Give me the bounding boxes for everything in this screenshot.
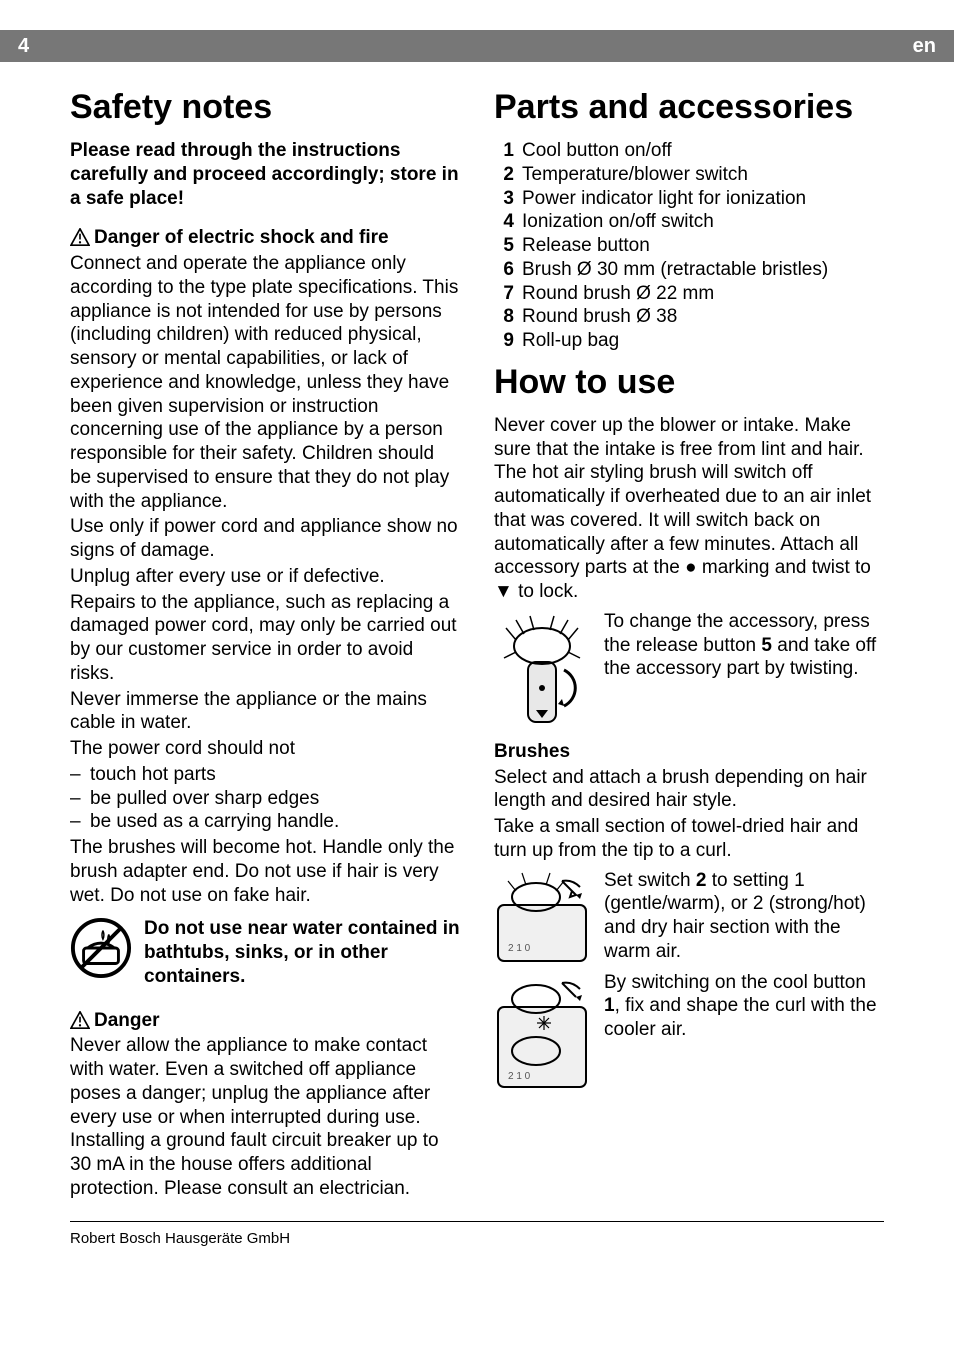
intro-text: Please read through the instructions car… xyxy=(70,139,460,210)
warning-triangle-icon xyxy=(70,228,90,246)
cord-list: –touch hot parts –be pulled over sharp e… xyxy=(70,763,460,834)
list-item: 7Round brush Ø 22 mm xyxy=(494,282,884,306)
body-text: Take a small section of towel-dried hair… xyxy=(494,815,884,863)
list-item: 1Cool button on/off xyxy=(494,139,884,163)
footer-text: Robert Bosch Hausgeräte GmbH xyxy=(0,1230,954,1247)
heading-safety-notes: Safety notes xyxy=(70,88,460,127)
list-item: 3Power indicator light for ionization xyxy=(494,187,884,211)
change-accessory-row: To change the accessory, press the relea… xyxy=(494,610,884,730)
body-text: Repairs to the appliance, such as replac… xyxy=(70,591,460,686)
list-item: 5Release button xyxy=(494,234,884,258)
brush-warm-illustration-icon: 2 1 0 xyxy=(494,869,590,965)
page-number: 4 xyxy=(18,35,29,58)
list-item: 6Brush Ø 30 mm (retractable bristles) xyxy=(494,258,884,282)
body-text: Never immerse the appliance or the mains… xyxy=(70,688,460,736)
svg-text:2 1 0: 2 1 0 xyxy=(508,943,531,954)
columns: Safety notes Please read through the ins… xyxy=(0,80,954,1203)
change-accessory-text: To change the accessory, press the relea… xyxy=(604,610,884,730)
svg-text:2 1 0: 2 1 0 xyxy=(508,1071,531,1082)
warning-triangle-icon xyxy=(70,1011,90,1029)
footer-rule xyxy=(70,1221,884,1222)
brush-cool-illustration-icon: 2 1 0 xyxy=(494,971,590,1091)
language-code: en xyxy=(913,35,936,58)
body-text: Never cover up the blower or intake. Mak… xyxy=(494,414,884,604)
list-item: 2Temperature/blower switch xyxy=(494,163,884,187)
body-text: Unplug after every use or if defective. xyxy=(70,565,460,589)
body-text: Connect and operate the appliance only a… xyxy=(70,252,460,513)
warm-setting-text: Set switch 2 to setting 1 (gentle/warm),… xyxy=(604,869,884,965)
list-item: –be used as a carrying handle. xyxy=(70,810,460,834)
body-text: The brushes will become hot. Handle only… xyxy=(70,836,460,907)
danger-heading: Danger xyxy=(70,1009,460,1033)
cool-setting-row: 2 1 0 By switching on the cool button 1,… xyxy=(494,971,884,1091)
no-water-warning: Do not use near water contained in batht… xyxy=(70,917,460,988)
danger-shock-fire-heading: Danger of electric shock and fire xyxy=(70,226,460,250)
body-text: The power cord should not xyxy=(70,737,460,761)
brushes-subheading: Brushes xyxy=(494,740,884,764)
cool-setting-text: By switching on the cool button 1, fix a… xyxy=(604,971,884,1091)
right-column: Parts and accessories 1Cool button on/of… xyxy=(494,80,884,1203)
body-text: Select and attach a brush depending on h… xyxy=(494,766,884,814)
list-item: 8Round brush Ø 38 xyxy=(494,305,884,329)
no-water-icon xyxy=(70,917,132,979)
body-text: Use only if power cord and appliance sho… xyxy=(70,515,460,563)
list-item: 9Roll-up bag xyxy=(494,329,884,353)
page: 4 en Safety notes Please read through th… xyxy=(0,30,954,1247)
top-bar: 4 en xyxy=(0,30,954,62)
list-item: 4Ionization on/off switch xyxy=(494,210,884,234)
list-item: –touch hot parts xyxy=(70,763,460,787)
heading-parts: Parts and accessories xyxy=(494,88,884,127)
left-column: Safety notes Please read through the ins… xyxy=(70,80,460,1203)
no-water-text: Do not use near water contained in batht… xyxy=(144,917,460,988)
warm-setting-row: 2 1 0 Set switch 2 to setting 1 (gentle/… xyxy=(494,869,884,965)
attachment-illustration-icon xyxy=(494,610,590,730)
list-item: –be pulled over sharp edges xyxy=(70,787,460,811)
heading-how-to-use: How to use xyxy=(494,363,884,402)
parts-list: 1Cool button on/off 2Temperature/blower … xyxy=(494,139,884,353)
body-text: Never allow the appliance to make contac… xyxy=(70,1034,460,1200)
